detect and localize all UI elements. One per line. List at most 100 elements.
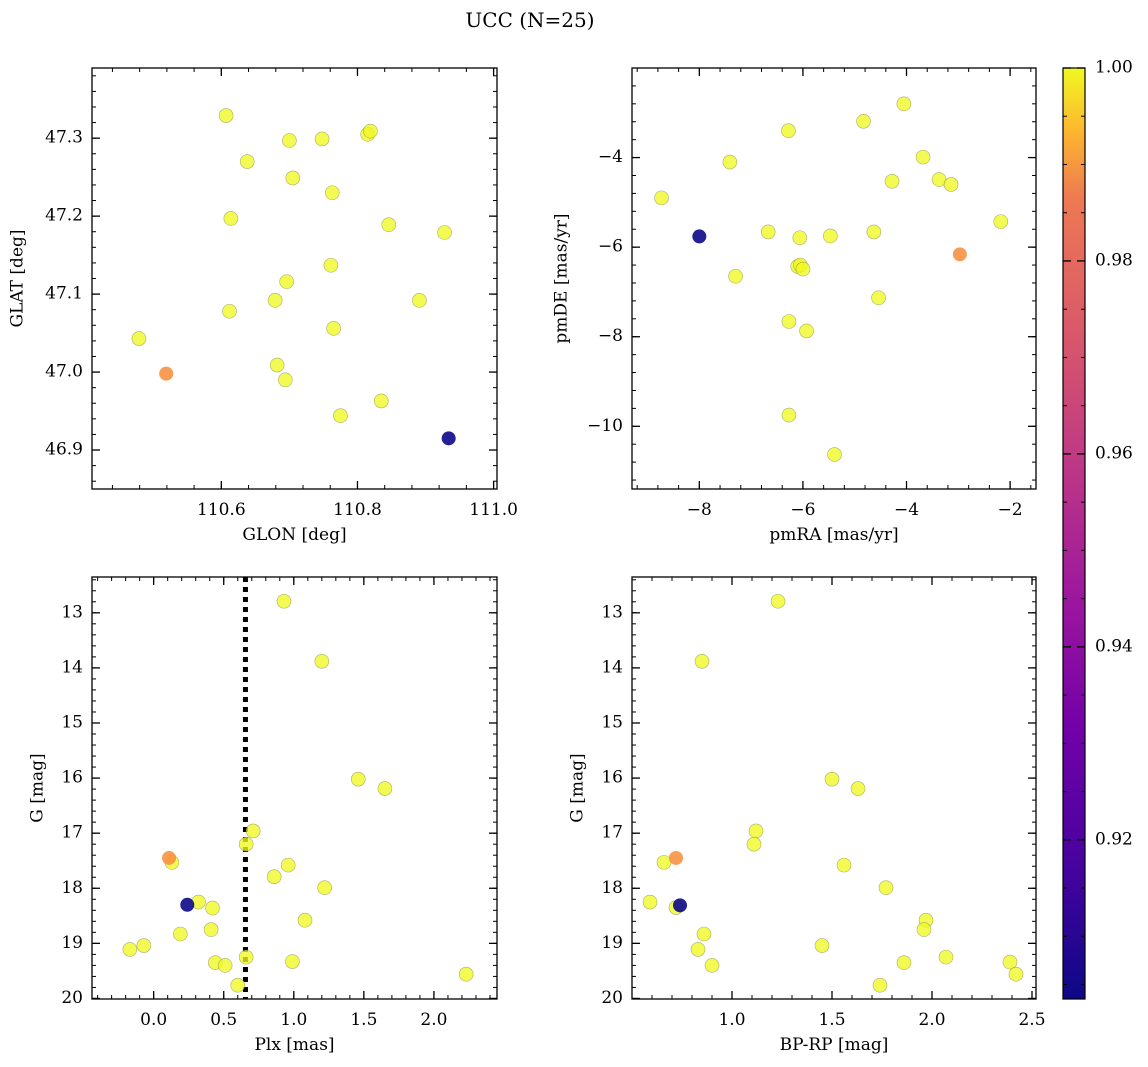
scatter-point — [792, 230, 808, 246]
scatter-point — [205, 900, 220, 916]
scatter-point — [180, 897, 195, 912]
scatter-point — [814, 938, 830, 953]
scatter-point — [245, 823, 261, 839]
y-tick-label: −4 — [598, 147, 623, 167]
y-tick-label: 16 — [601, 768, 623, 788]
colorbar-tick-label: 1.00 — [1095, 58, 1133, 78]
scatter-point — [696, 926, 712, 942]
scatter-point — [122, 942, 138, 957]
x-tick-label: 110.8 — [333, 500, 382, 520]
scatter-point — [278, 372, 293, 388]
scatter-point — [317, 880, 332, 896]
panel-glon-glat: 110.6 110.8 111.0 46.9 47.0 47.1 47.2 47.3 GLON… — [8, 67, 518, 545]
scatter-point — [993, 214, 1009, 229]
x-tick-label: −4 — [894, 500, 919, 520]
x-tick-label: −6 — [790, 500, 815, 520]
scatter-point — [871, 290, 886, 306]
panel-bprp-g: 1.0 1.5 2.0 2.5 13 14 15 16 17 18 19 20 BP-RP [mag]… — [568, 576, 1046, 1055]
scatter-point — [324, 185, 340, 201]
scatter-point — [267, 293, 283, 308]
scatter-point — [872, 977, 888, 993]
colorbar-gradient — [1062, 67, 1086, 1000]
y-tick-label: 18 — [601, 878, 623, 898]
scatter-point — [172, 926, 188, 942]
y-tick-label: 20 — [61, 988, 83, 1008]
ticks — [631, 577, 1036, 1000]
tick-labels: 0.0 0.5 1.0 1.5 2.0 13 14 15 16 17 18 19 20 — [61, 602, 447, 1030]
y-tick-label: 17 — [601, 823, 623, 843]
scatter-point — [373, 393, 389, 409]
x-tick-label: −8 — [687, 500, 712, 520]
scatter-point — [238, 836, 254, 852]
scatter-point — [856, 113, 871, 129]
scatter-point — [441, 431, 456, 446]
scatter-point — [642, 894, 658, 910]
scatter-point — [656, 855, 672, 870]
scatter-point — [230, 977, 246, 993]
scatter-point — [704, 958, 720, 973]
figure-title: UCC (N=25) — [465, 8, 594, 32]
scatter-point — [878, 880, 894, 896]
x-tick-label: 0.5 — [210, 1010, 237, 1030]
x-tick-label: 1.0 — [718, 1010, 745, 1030]
panel-plx-g: 0.0 0.5 1.0 1.5 2.0 13 14 15 16 17 18 19 20 Plx [mas… — [28, 576, 498, 1055]
scatter-point — [266, 869, 282, 884]
scatter-point — [280, 857, 296, 873]
scatter-point — [1008, 966, 1024, 982]
scatter-point — [238, 949, 254, 965]
y-tick-label: 47.2 — [45, 206, 83, 226]
y-tick-label: 16 — [61, 768, 83, 788]
x-tick-label: 111.0 — [469, 500, 518, 520]
colorbar-ticks: 0.92 0.94 0.96 0.98 1.00 — [1063, 58, 1133, 986]
y-tick-label: 20 — [601, 988, 623, 1008]
x-tick-label: 1.0 — [280, 1010, 307, 1030]
scatter-point — [279, 274, 294, 289]
scatter-point — [781, 407, 797, 423]
scatter-point — [314, 131, 330, 147]
scatter-point — [282, 133, 297, 148]
scatter-point — [326, 321, 341, 336]
scatter-point — [203, 922, 219, 937]
scatter-point — [866, 224, 882, 240]
scatter-point — [333, 408, 348, 424]
scatter-point — [952, 247, 967, 262]
y-tick-label: 13 — [601, 602, 623, 622]
x-tick-label: 1.5 — [350, 1010, 377, 1030]
scatter-point — [694, 653, 710, 669]
scatter-point — [915, 149, 931, 165]
scatter-points — [654, 96, 1009, 462]
scatter-point — [781, 314, 797, 329]
scatter-points — [131, 108, 456, 446]
x-axis-label: BP-RP [mag] — [780, 1035, 889, 1055]
axes-frame — [631, 67, 1037, 490]
tick-labels: 110.6 110.8 111.0 46.9 47.0 47.1 47.2 47.3 — [45, 128, 518, 520]
scatter-point — [276, 593, 292, 609]
scatter-point — [823, 228, 838, 244]
y-axis-label: G [mag] — [568, 753, 588, 822]
scatter-point — [746, 836, 762, 852]
ticks — [632, 67, 1036, 489]
scatter-point — [223, 211, 239, 226]
x-tick-label: 2.5 — [1018, 1010, 1045, 1030]
scatter-point — [314, 653, 330, 669]
y-tick-label: 17 — [61, 823, 83, 843]
scatter-point — [239, 154, 255, 169]
y-tick-label: 15 — [601, 712, 623, 732]
y-axis-label: G [mag] — [28, 753, 48, 822]
scatter-point — [770, 593, 786, 609]
scatter-point — [350, 771, 366, 787]
y-axis-label: GLAT [deg] — [8, 229, 28, 327]
y-tick-label: 13 — [61, 602, 83, 622]
y-tick-label: 47.0 — [45, 362, 83, 382]
scatter-point — [458, 966, 474, 982]
ticks — [92, 577, 497, 1000]
scatter-point — [131, 331, 147, 346]
scatter-point — [285, 954, 300, 969]
y-tick-label: −6 — [598, 237, 623, 257]
scatter-point — [827, 447, 842, 462]
scatter-point — [218, 108, 234, 123]
scatter-point — [760, 224, 776, 240]
x-tick-label: 2.0 — [918, 1010, 945, 1030]
scatter-point — [217, 958, 233, 973]
y-tick-label: 18 — [61, 878, 83, 898]
